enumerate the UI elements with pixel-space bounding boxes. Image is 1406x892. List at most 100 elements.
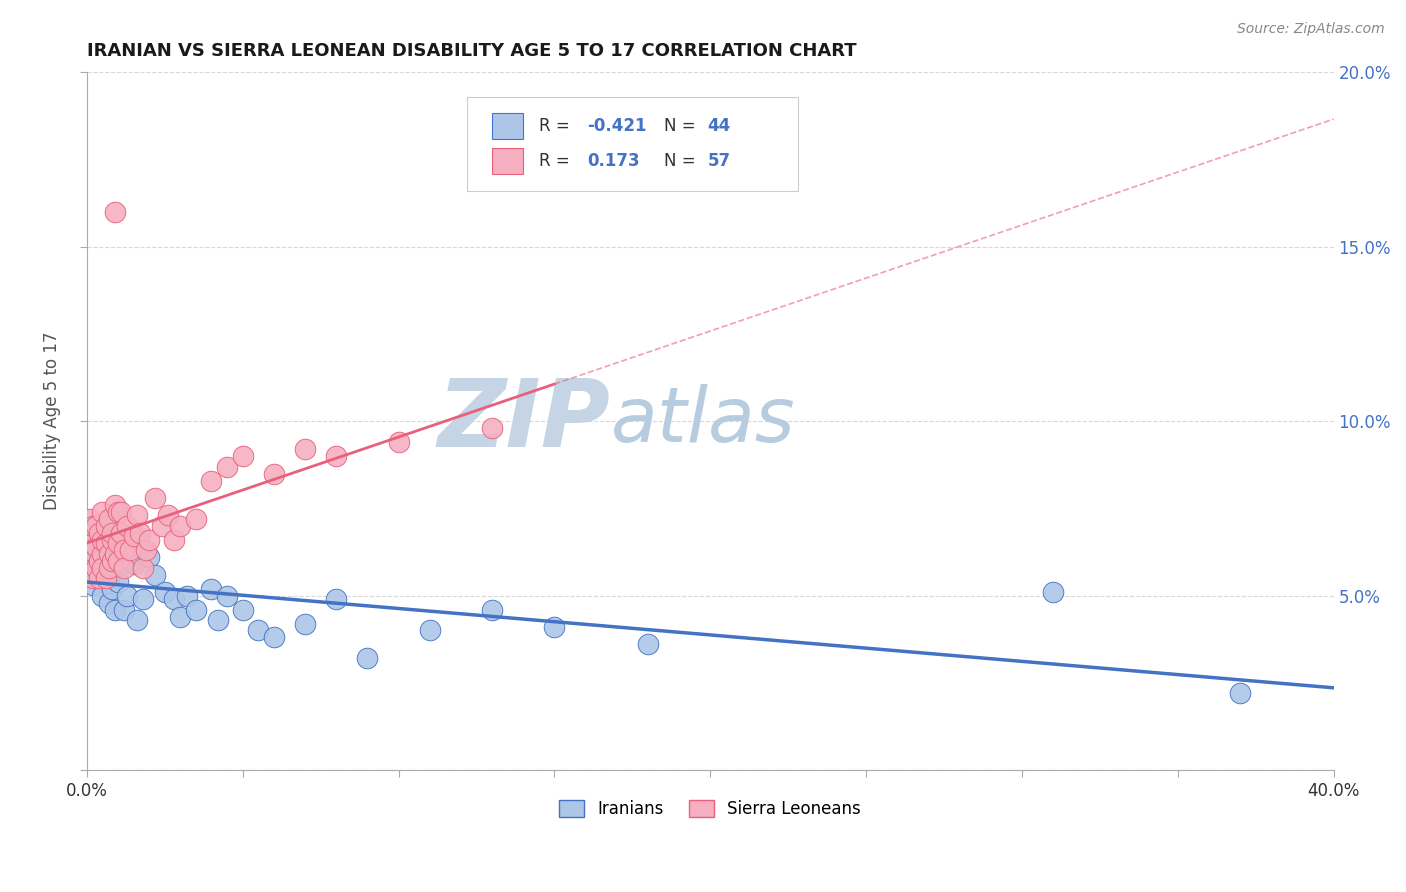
Point [79,564,101,578]
Text: -0.421: -0.421 [586,117,647,136]
Legend: Iranians, Sierra Leoneans: Iranians, Sierra Leoneans [553,793,868,824]
Point [91,560,114,574]
Point [82,550,104,565]
Point [169,519,191,533]
Point [97,596,120,610]
Point [294,616,316,631]
Point [169,609,191,624]
Point [232,602,254,616]
Point [94,519,117,533]
Point [145,491,167,505]
Point [112,602,135,616]
Point [97,547,120,561]
Point [104,498,127,512]
Point [84,519,107,533]
Point [356,651,378,665]
Point [84,540,107,554]
Point [138,550,160,565]
Point [163,533,186,547]
Point [112,543,135,558]
Point [110,525,132,540]
Point [104,547,127,561]
Point [97,512,120,526]
Point [207,613,229,627]
FancyBboxPatch shape [467,97,797,191]
Point [100,554,122,568]
Point [200,582,222,596]
Point [153,585,176,599]
Text: atlas: atlas [610,384,794,458]
Point [263,631,285,645]
Point [387,435,409,450]
Point [122,558,145,572]
Point [1042,585,1064,599]
Point [176,589,198,603]
Point [94,571,117,585]
Point [120,543,142,558]
Point [156,508,179,523]
Point [94,519,117,533]
Point [117,519,139,533]
Point [97,571,120,585]
Point [100,525,122,540]
Point [89,571,111,585]
Point [100,529,122,543]
Point [112,560,135,574]
Point [91,543,114,558]
Bar [492,113,523,139]
Point [122,529,145,543]
Point [125,508,148,523]
Point [91,505,114,519]
Point [145,567,167,582]
Point [481,602,503,616]
Point [79,543,101,558]
Point [419,624,441,638]
Point [184,512,207,526]
Point [138,533,160,547]
Point [217,589,239,603]
Point [128,525,150,540]
Text: N =: N = [664,152,702,170]
Point [110,558,132,572]
Point [100,582,122,596]
Point [82,536,104,550]
Point [89,554,111,568]
Point [107,554,129,568]
Point [325,449,347,463]
Text: R =: R = [540,117,575,136]
Point [200,474,222,488]
Point [91,533,114,547]
Point [117,589,139,603]
Y-axis label: Disability Age 5 to 17: Disability Age 5 to 17 [44,332,60,510]
Point [104,205,127,219]
Point [110,505,132,519]
Point [107,554,129,568]
Point [163,592,186,607]
Point [184,602,207,616]
Point [94,536,117,550]
Text: 44: 44 [707,117,731,136]
Point [89,558,111,572]
Point [217,459,239,474]
Point [84,533,107,547]
Point [481,421,503,435]
Point [107,505,129,519]
Text: ZIP: ZIP [437,376,610,467]
Point [637,637,659,651]
Point [247,624,270,638]
Point [84,560,107,574]
Point [107,536,129,550]
Point [100,533,122,547]
Point [232,449,254,463]
Text: IRANIAN VS SIERRA LEONEAN DISABILITY AGE 5 TO 17 CORRELATION CHART: IRANIAN VS SIERRA LEONEAN DISABILITY AGE… [87,42,856,60]
Point [325,592,347,607]
Point [1229,686,1251,700]
Point [104,602,127,616]
Text: 57: 57 [707,152,731,170]
Point [91,589,114,603]
Point [89,525,111,540]
Bar [492,148,523,174]
Text: Source: ZipAtlas.com: Source: ZipAtlas.com [1237,22,1385,37]
Text: R =: R = [540,152,575,170]
Point [79,525,101,540]
